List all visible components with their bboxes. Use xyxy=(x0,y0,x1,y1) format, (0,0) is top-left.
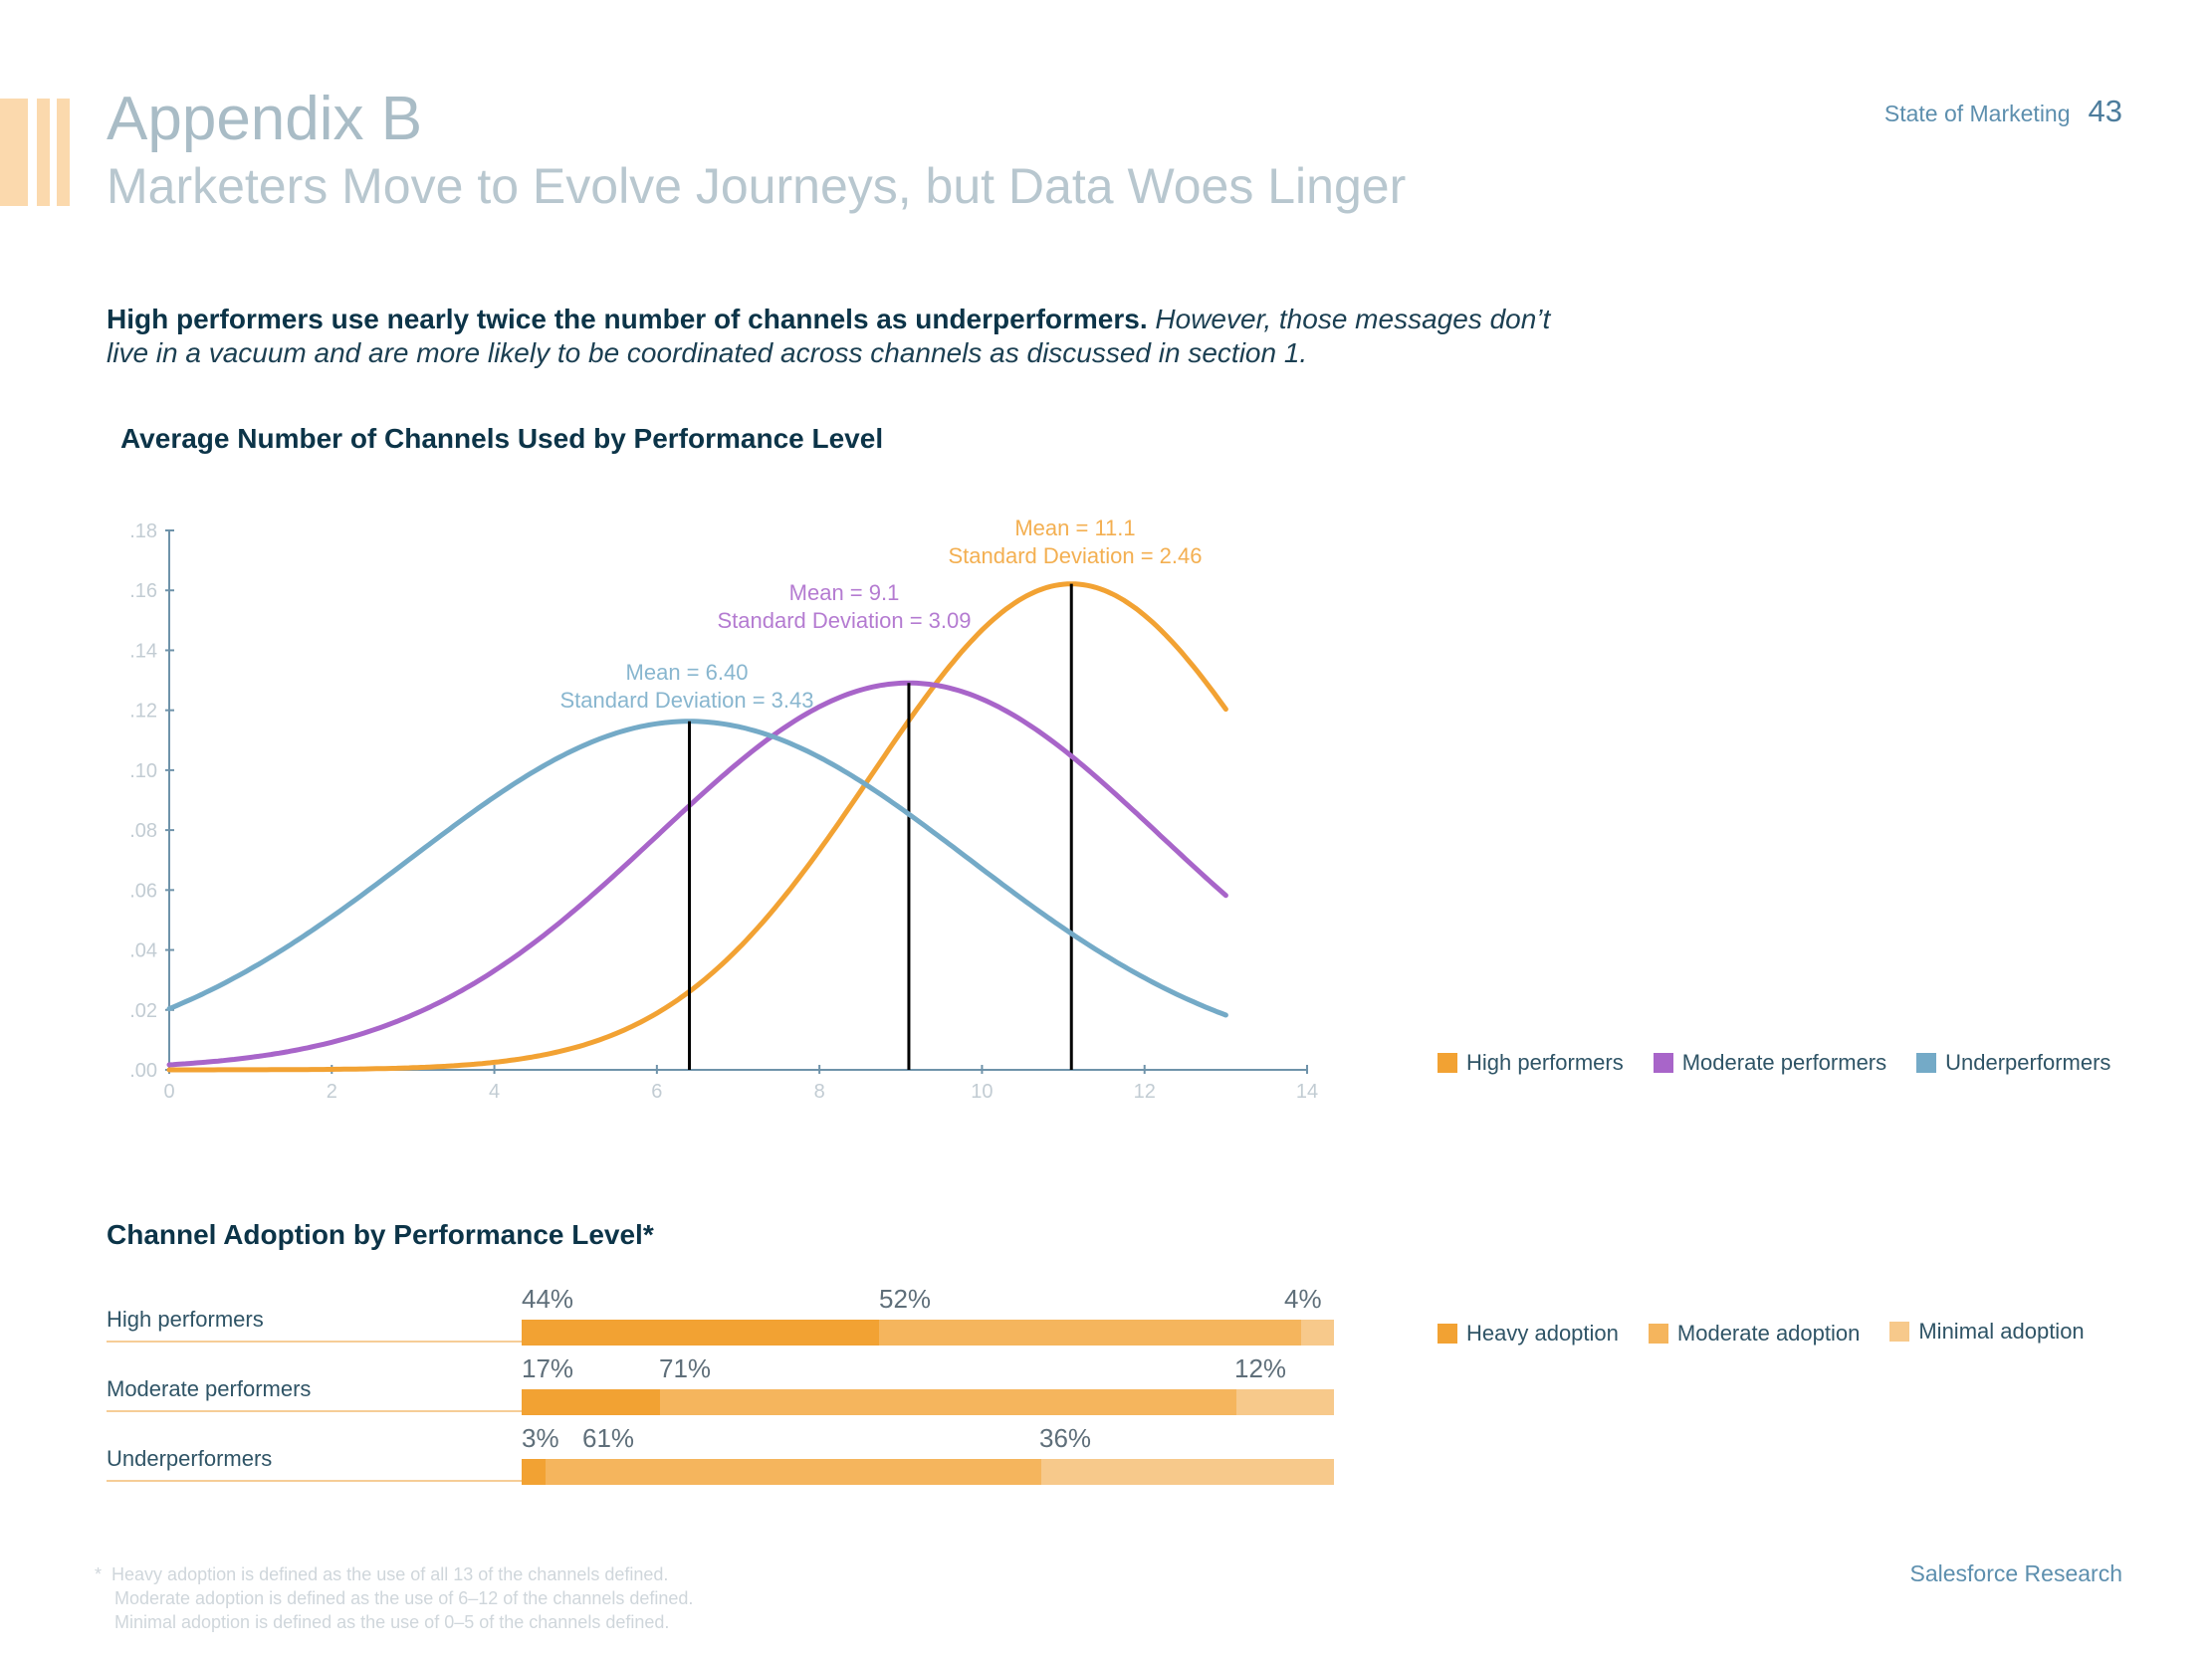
intro-bold: High performers use nearly twice the num… xyxy=(107,304,1148,334)
y-tick-label: .16 xyxy=(129,580,157,602)
decorative-stripe xyxy=(37,99,50,206)
y-tick-label: .18 xyxy=(129,520,157,542)
bar-value-label: 61% xyxy=(582,1423,635,1453)
legend-label: Underperformers xyxy=(1945,1050,2111,1075)
bar-value-label: 12% xyxy=(1234,1353,1287,1383)
y-tick-label: .10 xyxy=(129,760,157,782)
bar-value-label: 71% xyxy=(659,1353,712,1383)
y-tick-label: .00 xyxy=(129,1060,157,1082)
bar-chart-title: Channel Adoption by Performance Level* xyxy=(107,1219,654,1250)
row-divider xyxy=(107,1480,525,1482)
legend-swatch xyxy=(1438,1053,1457,1073)
footnote-line: Heavy adoption is defined as the use of … xyxy=(111,1564,669,1584)
y-tick-label: .02 xyxy=(129,1000,157,1022)
y-tick-label: .12 xyxy=(129,701,157,723)
running-header: State of Marketing 43 xyxy=(1884,94,2122,129)
legend-swatch xyxy=(1916,1053,1937,1073)
y-tick-label: .14 xyxy=(129,640,157,662)
bar-segment-minimal xyxy=(1041,1459,1334,1485)
bar-value-label: 4% xyxy=(1284,1284,1322,1314)
bar-value-label: 3% xyxy=(522,1423,559,1453)
y-tick-label: .06 xyxy=(129,880,157,902)
bar-row-label-moderate: Moderate performers xyxy=(107,1376,312,1401)
legend-label: Moderate adoption xyxy=(1676,1321,1861,1346)
series-line-high xyxy=(166,581,1228,1073)
x-tick-label: 10 xyxy=(971,1081,993,1103)
bar-value-label: 36% xyxy=(1039,1423,1092,1453)
legend-item-heavy: Heavy adoption xyxy=(1438,1321,1619,1347)
y-tick-label: .04 xyxy=(129,940,157,962)
bar-value-label: 52% xyxy=(879,1284,932,1314)
line-chart-title: Average Number of Channels Used by Perfo… xyxy=(120,423,884,454)
x-tick-label: 14 xyxy=(1296,1081,1318,1103)
annotation-sd-moderate: Standard Deviation = 3.09 xyxy=(717,608,971,633)
x-tick-label: 2 xyxy=(327,1081,337,1103)
bar-segment-minimal xyxy=(1236,1389,1334,1415)
legend-label: High performers xyxy=(1466,1050,1624,1075)
x-tick-label: 4 xyxy=(489,1081,500,1103)
row-divider xyxy=(107,1341,525,1343)
series-line-under xyxy=(166,719,1228,1018)
bar-segment-moderate_adoption xyxy=(879,1320,1302,1346)
x-tick-label: 12 xyxy=(1134,1081,1156,1103)
footnote: * Heavy adoption is defined as the use o… xyxy=(95,1562,693,1634)
annotation-sd-high: Standard Deviation = 2.46 xyxy=(948,543,1202,568)
bar-value-label: 44% xyxy=(522,1284,574,1314)
decorative-stripe xyxy=(0,99,28,206)
legend-item-moderate-adoption: Moderate adoption xyxy=(1648,1321,1861,1347)
bar-chart-legend: Heavy adoption Moderate adoption Minimal… xyxy=(1438,1319,2085,1347)
intro-paragraph: High performers use nearly twice the num… xyxy=(107,303,1560,370)
legend-swatch xyxy=(1438,1324,1457,1344)
bar-segment-heavy xyxy=(522,1389,660,1415)
annotation-sd-under: Standard Deviation = 3.43 xyxy=(559,688,813,713)
bar-value-label: 17% xyxy=(522,1353,574,1383)
bar-segment-heavy xyxy=(522,1459,547,1485)
legend-label: Minimal adoption xyxy=(1918,1319,2085,1344)
row-divider xyxy=(107,1410,525,1412)
legend-swatch xyxy=(1889,1322,1910,1342)
legend-swatch xyxy=(1653,1053,1673,1073)
intro-italic: However, those messages don’t live in a … xyxy=(107,304,1551,368)
page-title: Marketers Move to Evolve Journeys, but D… xyxy=(107,158,1407,214)
decorative-stripe xyxy=(57,99,70,206)
y-tick-label: .08 xyxy=(129,820,157,842)
annotation-mean-high: Mean = 11.1 xyxy=(1014,516,1135,540)
legend-item-minimal: Minimal adoption xyxy=(1889,1319,2085,1345)
page-number: 43 xyxy=(2088,94,2122,128)
legend-item-high: High performers xyxy=(1438,1050,1624,1076)
line-chart-legend: High performers Moderate performers Unde… xyxy=(1438,1050,2110,1076)
x-tick-label: 0 xyxy=(163,1081,174,1103)
legend-item-moderate: Moderate performers xyxy=(1653,1050,1887,1076)
x-tick-label: 8 xyxy=(814,1081,825,1103)
section-label: Appendix B xyxy=(107,85,423,153)
legend-swatch xyxy=(1648,1324,1668,1344)
bar-segment-moderate_adoption xyxy=(546,1459,1042,1485)
footnote-line: Moderate adoption is defined as the use … xyxy=(114,1588,694,1608)
brand-label: State of Marketing xyxy=(1883,101,2071,126)
footnote-line: Minimal adoption is defined as the use o… xyxy=(114,1612,670,1632)
source-label: Salesforce Research xyxy=(1909,1560,2123,1586)
footnote-marker: * xyxy=(95,1564,103,1584)
bar-row-label-under: Underperformers xyxy=(107,1446,273,1471)
bar-row-label-high: High performers xyxy=(107,1307,264,1332)
legend-label: Heavy adoption xyxy=(1466,1321,1619,1346)
bar-segment-heavy xyxy=(522,1320,880,1346)
line-chart: .00 .02 .04 .06 .08 .10 .12 .14 .16 .18 0 2 4 6 8 10 12 1… xyxy=(129,516,1318,1103)
bar-segment-minimal xyxy=(1301,1320,1334,1346)
legend-label: Moderate performers xyxy=(1681,1050,1887,1075)
x-tick-label: 6 xyxy=(651,1081,662,1103)
annotation-mean-moderate: Mean = 9.1 xyxy=(789,580,900,605)
annotation-mean-under: Mean = 6.40 xyxy=(626,660,749,685)
bar-segment-moderate_adoption xyxy=(659,1389,1237,1415)
series-line-moderate xyxy=(166,680,1228,1068)
legend-item-under: Underperformers xyxy=(1916,1050,2110,1076)
